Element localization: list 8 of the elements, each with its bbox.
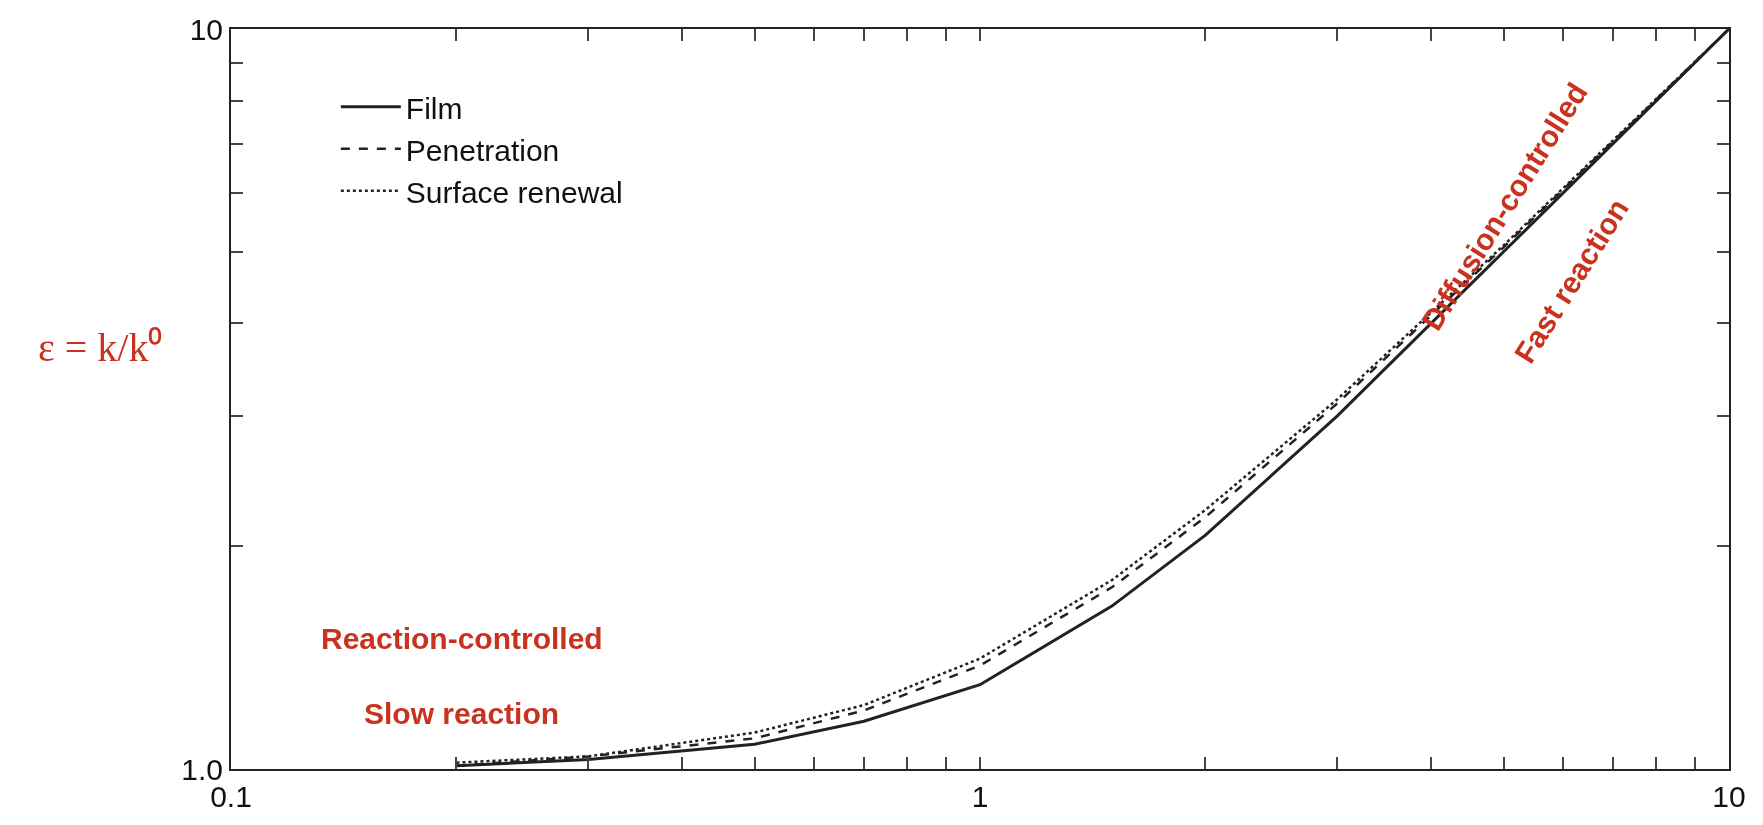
- x-tick-label: 1: [971, 780, 989, 813]
- legend-label: Penetration: [405, 133, 560, 167]
- legend-label: Film: [405, 91, 463, 125]
- x-tick-label: 10: [1712, 780, 1746, 813]
- y-axis-title: ε = k/k⁰: [38, 325, 163, 370]
- annotation: Reaction-controlled: [321, 622, 603, 655]
- annotation: Slow reaction: [364, 697, 560, 730]
- legend-label: Surface renewal: [405, 175, 623, 209]
